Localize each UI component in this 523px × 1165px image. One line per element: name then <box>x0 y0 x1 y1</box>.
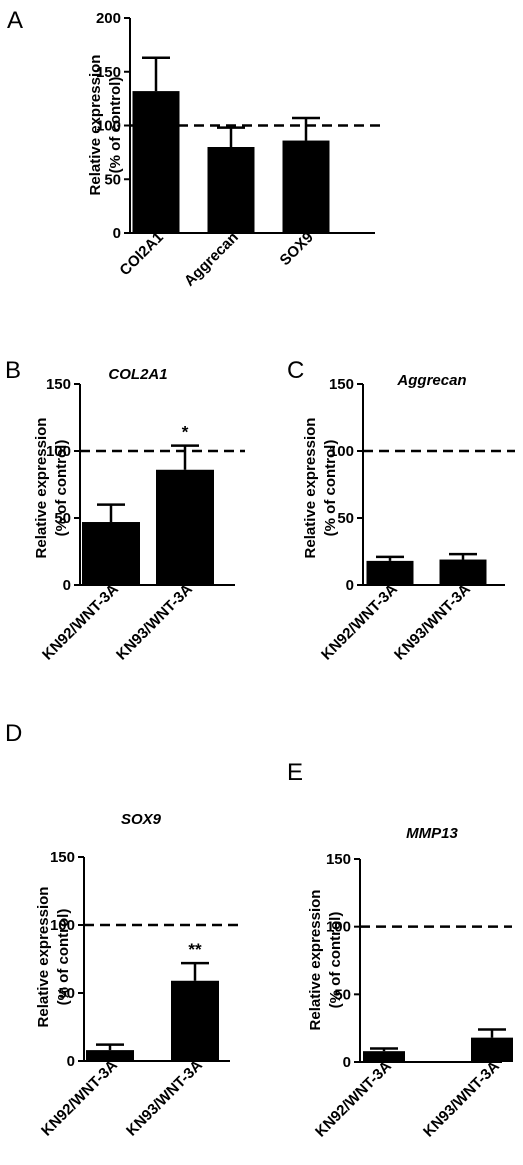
y-tick-label: 50 <box>58 985 75 1002</box>
y-tick-label: 0 <box>63 577 71 594</box>
panel-letter: E <box>287 759 303 786</box>
y-tick-label: 0 <box>343 1054 351 1071</box>
y-tick-label: 0 <box>113 225 121 242</box>
y-axis-label-line2: (% of control) <box>327 912 344 1009</box>
x-category-label: KN92/WNT-3A <box>312 1058 395 1141</box>
y-tick-label: 0 <box>346 577 354 594</box>
y-axis-label-line1: Relative expression <box>35 887 52 1028</box>
y-tick-label: 50 <box>104 171 121 188</box>
x-category-label: KN93/WNT-3A <box>113 581 196 664</box>
bar <box>282 140 330 233</box>
x-category-label: KN92/WNT-3A <box>318 581 401 664</box>
y-tick-label: 100 <box>50 917 75 934</box>
y-tick-label: 150 <box>46 376 71 393</box>
y-axis-label-line1: Relative expression <box>87 55 104 196</box>
panel-e: E MMP13 Relative expression (% of control) 0… <box>287 759 513 1141</box>
y-axis-label-line1: Relative expression <box>33 418 50 559</box>
bar <box>86 1050 134 1061</box>
bar <box>366 560 414 585</box>
panel-c: C Aggrecan Relative expression (% of contro… <box>287 357 515 664</box>
y-axis-label-line2: (% of control) <box>322 440 339 537</box>
y-tick-label: 200 <box>96 10 121 27</box>
x-category-label: KN93/WNT-3A <box>391 581 474 664</box>
panel-d: D SOX9 Relative expression (% of control) 0 5… <box>5 720 240 1140</box>
y-tick-label: 0 <box>67 1053 75 1070</box>
y-tick-label: 100 <box>326 919 351 936</box>
y-tick-label: 50 <box>334 986 351 1003</box>
significance-marker: * <box>182 423 189 442</box>
y-tick-label: 150 <box>96 64 121 81</box>
x-category-label: KN93/WNT-3A <box>123 1057 206 1140</box>
panel-letter: B <box>5 357 21 384</box>
y-tick-label: 100 <box>46 443 71 460</box>
y-tick-label: 50 <box>337 510 354 527</box>
panel-b: B COL2A1 Relative expression (% of control)… <box>5 357 245 664</box>
x-category-label: KN93/WNT-3A <box>420 1058 503 1141</box>
panel-a: A Relative expression (% of control) 0 50 100… <box>7 7 385 290</box>
y-tick-label: 150 <box>329 376 354 393</box>
chart-title: Aggrecan <box>396 372 466 389</box>
bar <box>156 469 214 585</box>
x-category-label: COl2A1 <box>116 229 166 279</box>
bar <box>132 91 180 233</box>
panel-letter: D <box>5 720 22 747</box>
panel-letter: C <box>287 357 304 384</box>
x-category-label: KN92/WNT-3A <box>39 581 122 664</box>
y-axis-label-line2: (% of control) <box>107 77 124 174</box>
y-tick-label: 150 <box>50 849 75 866</box>
bar <box>82 522 140 585</box>
chart-title: MMP13 <box>406 825 458 842</box>
y-axis-label-line1: Relative expression <box>302 418 319 559</box>
bar <box>171 980 219 1061</box>
y-tick-label: 100 <box>329 443 354 460</box>
x-category-label: KN92/WNT-3A <box>38 1057 121 1140</box>
y-tick-label: 50 <box>54 510 71 527</box>
bar <box>439 559 487 585</box>
bar <box>363 1051 405 1062</box>
panel-letter: A <box>7 7 23 34</box>
bar <box>207 147 255 233</box>
y-tick-label: 100 <box>96 118 121 135</box>
y-axis-label-line2: (% of control) <box>55 909 72 1006</box>
y-axis-label-line2: (% of control) <box>53 440 70 537</box>
y-tick-label: 150 <box>326 851 351 868</box>
chart-title: SOX9 <box>121 811 162 828</box>
x-category-label: Aggrecan <box>181 229 242 290</box>
significance-marker: ** <box>188 940 202 959</box>
bar <box>471 1037 513 1062</box>
chart-title: COL2A1 <box>108 366 167 383</box>
y-axis-label-line1: Relative expression <box>307 890 324 1031</box>
x-category-label: SOX9 <box>277 229 317 269</box>
